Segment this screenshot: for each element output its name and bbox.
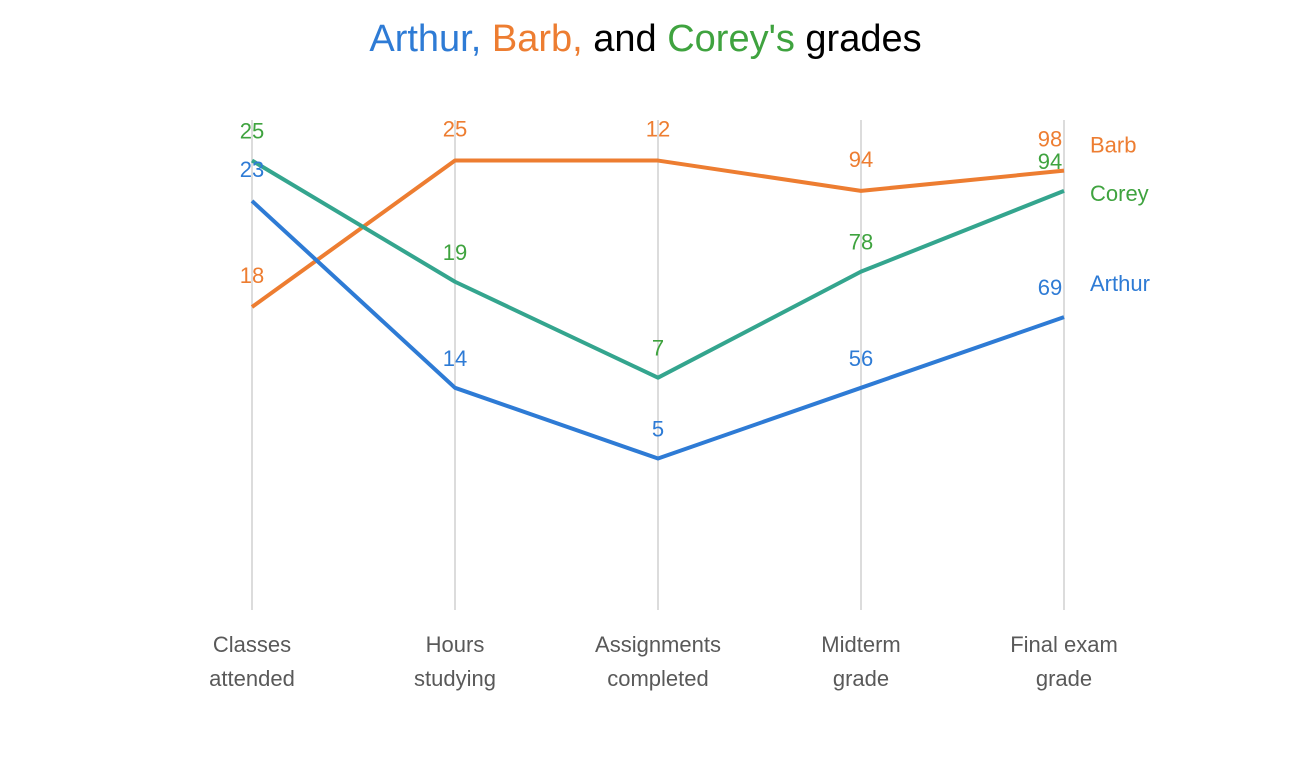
title-and: and (593, 18, 657, 60)
data-label-barb-4: 94 (849, 147, 873, 172)
title-barb: Barb, (491, 18, 583, 60)
category-label-4-line-2: grade (833, 666, 889, 691)
category-label-2-line-2: studying (414, 666, 496, 691)
data-label-corey-4: 78 (849, 230, 873, 255)
series-line-corey (250, 158, 1065, 380)
data-label-corey-5: 94 (1038, 149, 1062, 174)
series-name-corey: Corey (1090, 181, 1149, 206)
title-corey: Corey's (667, 18, 795, 60)
data-label-arthur-1: 23 (240, 157, 264, 182)
data-label-barb-1: 18 (240, 263, 264, 288)
series-line-arthur (250, 199, 1065, 461)
title-arthur: Arthur, (369, 18, 482, 60)
data-label-arthur-3: 5 (652, 417, 664, 442)
category-label-1-line-2: attended (209, 666, 295, 691)
data-label-barb-5: 98 (1038, 127, 1062, 152)
data-label-corey-1: 25 (240, 119, 264, 144)
title-grades: grades (805, 18, 922, 60)
data-label-corey-2: 19 (443, 240, 467, 265)
series-name-barb: Barb (1090, 133, 1136, 158)
data-label-arthur-5: 69 (1038, 275, 1062, 300)
category-label-3-line-2: completed (607, 666, 709, 691)
data-label-arthur-2: 14 (443, 346, 467, 371)
chart-title: Arthur, Barb, and Corey's grades (0, 18, 1291, 61)
category-label-2-line-1: Hours (426, 632, 485, 657)
data-label-arthur-4: 56 (849, 346, 873, 371)
data-label-barb-3: 12 (646, 117, 670, 142)
series-line-barb (250, 158, 1065, 309)
category-label-4-line-1: Midterm (821, 632, 900, 657)
series-name-arthur: Arthur (1090, 271, 1150, 296)
category-label-5-line-1: Final exam (1010, 632, 1118, 657)
category-label-1-line-1: Classes (213, 632, 291, 657)
data-label-barb-2: 25 (443, 117, 467, 142)
category-label-5-line-2: grade (1036, 666, 1092, 691)
data-label-corey-3: 7 (652, 336, 664, 361)
category-label-3-line-1: Assignments (595, 632, 721, 657)
